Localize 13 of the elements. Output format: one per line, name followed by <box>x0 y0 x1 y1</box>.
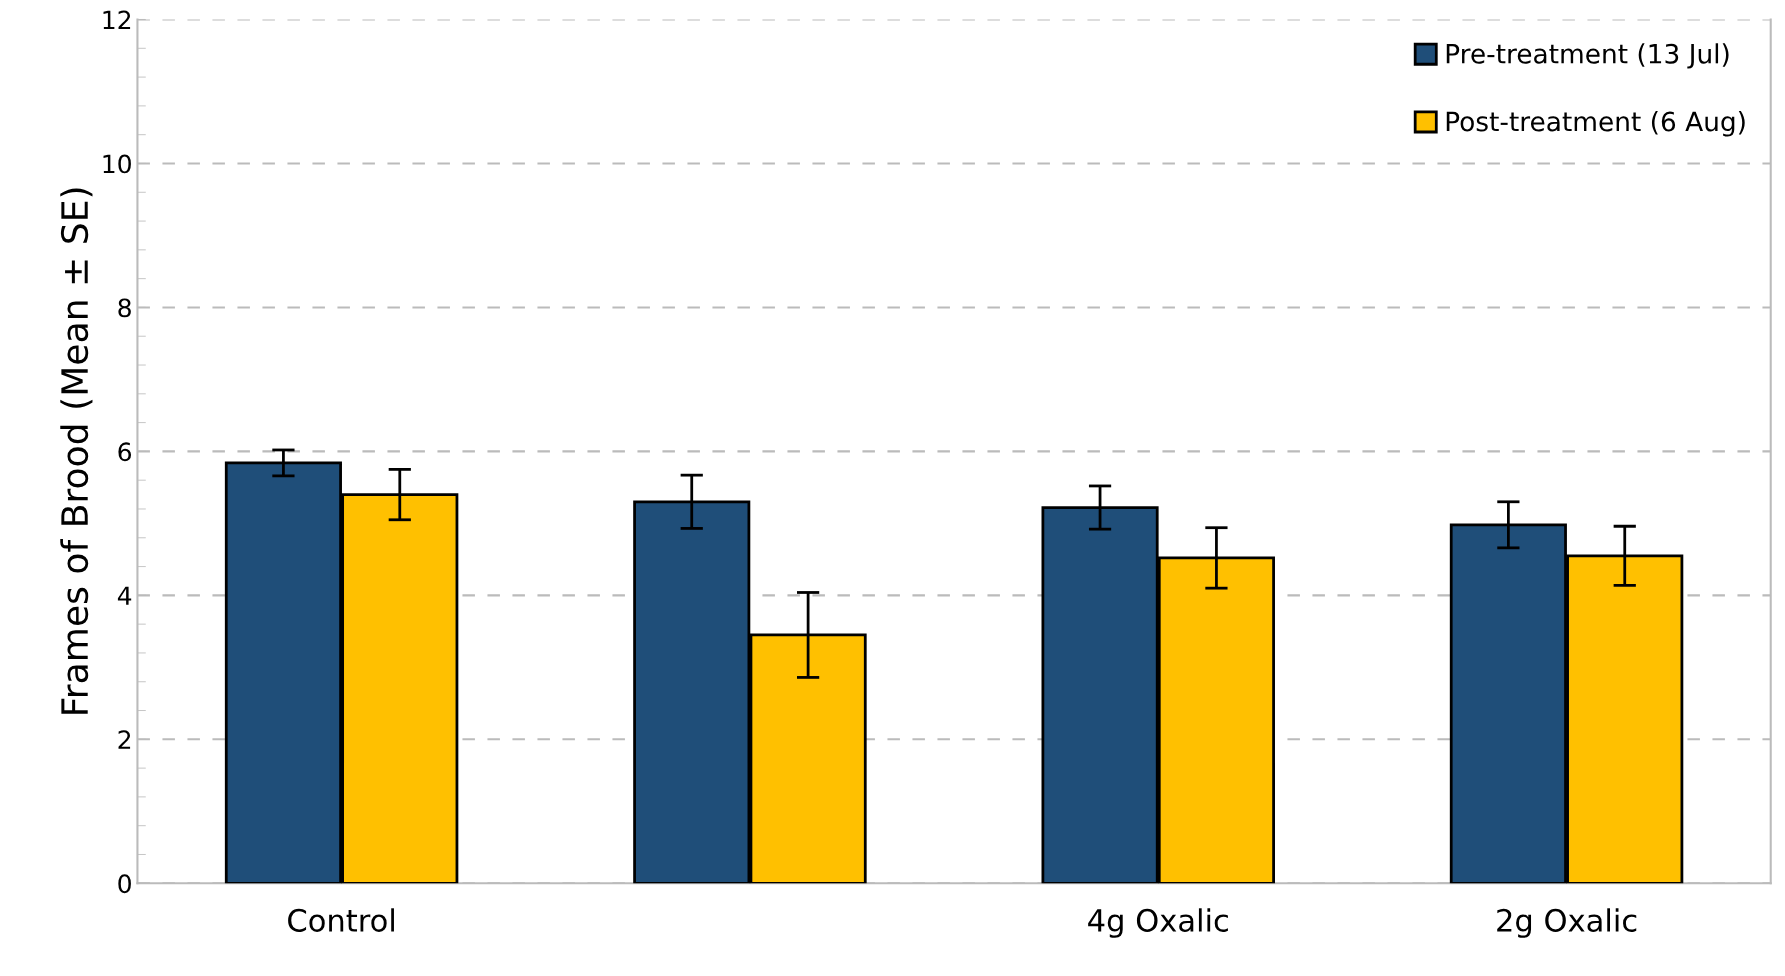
x-tick-label: Control <box>288 908 394 932</box>
x-tick-label: 4g Oxalic <box>1088 908 1228 938</box>
y-tick-label: 6 <box>118 442 132 462</box>
y-tick-label: 4 <box>117 586 132 605</box>
legend-label: Pre-treatment (13 Jul) <box>1446 43 1729 69</box>
y-axis-title: Frames of Brood (Mean ± SE) <box>60 188 93 714</box>
y-tick-label: 12 <box>103 10 131 30</box>
x-tick-label: 2g Oxalic <box>1497 908 1637 938</box>
legend-label: Post-treatment (6 Aug) <box>1446 111 1745 137</box>
y-tick-label: 2 <box>118 730 131 749</box>
y-tick-label: 10 <box>103 154 131 174</box>
y-tick-label: 8 <box>118 298 131 318</box>
y-tick-label: 0 <box>118 874 131 894</box>
